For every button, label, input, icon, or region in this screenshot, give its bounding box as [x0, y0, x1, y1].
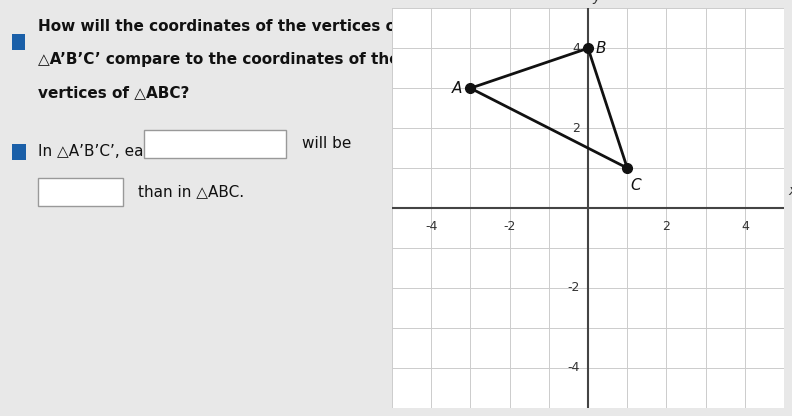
Text: -2: -2 — [504, 220, 516, 233]
Text: 2: 2 — [663, 220, 670, 233]
Text: 4: 4 — [573, 42, 581, 55]
Text: ▼: ▼ — [271, 139, 279, 149]
Text: -4: -4 — [425, 220, 437, 233]
Bar — [12, 34, 25, 50]
Text: vertices of △ABC?: vertices of △ABC? — [39, 85, 190, 100]
Text: 2: 2 — [573, 121, 581, 135]
Text: C: C — [630, 178, 641, 193]
Text: will be: will be — [302, 136, 351, 151]
Bar — [12, 144, 26, 160]
Text: ?: ? — [159, 136, 167, 151]
Text: A: A — [452, 81, 463, 96]
Text: x: x — [788, 184, 792, 198]
Text: -2: -2 — [568, 281, 581, 295]
Text: In △A’B’C’, each: In △A’B’C’, each — [39, 144, 162, 158]
Text: y: y — [592, 0, 601, 4]
Text: 4: 4 — [741, 220, 748, 233]
Text: ?: ? — [54, 184, 62, 199]
Text: -4: -4 — [568, 361, 581, 374]
Text: than in △ABC.: than in △ABC. — [139, 184, 245, 199]
Text: How will the coordinates of the vertices of: How will the coordinates of the vertices… — [39, 19, 403, 34]
FancyBboxPatch shape — [144, 130, 286, 158]
FancyBboxPatch shape — [39, 178, 123, 206]
Text: ▼: ▼ — [108, 187, 115, 197]
Text: B: B — [595, 41, 606, 56]
Text: △A’B’C’ compare to the coordinates of the: △A’B’C’ compare to the coordinates of th… — [39, 52, 400, 67]
